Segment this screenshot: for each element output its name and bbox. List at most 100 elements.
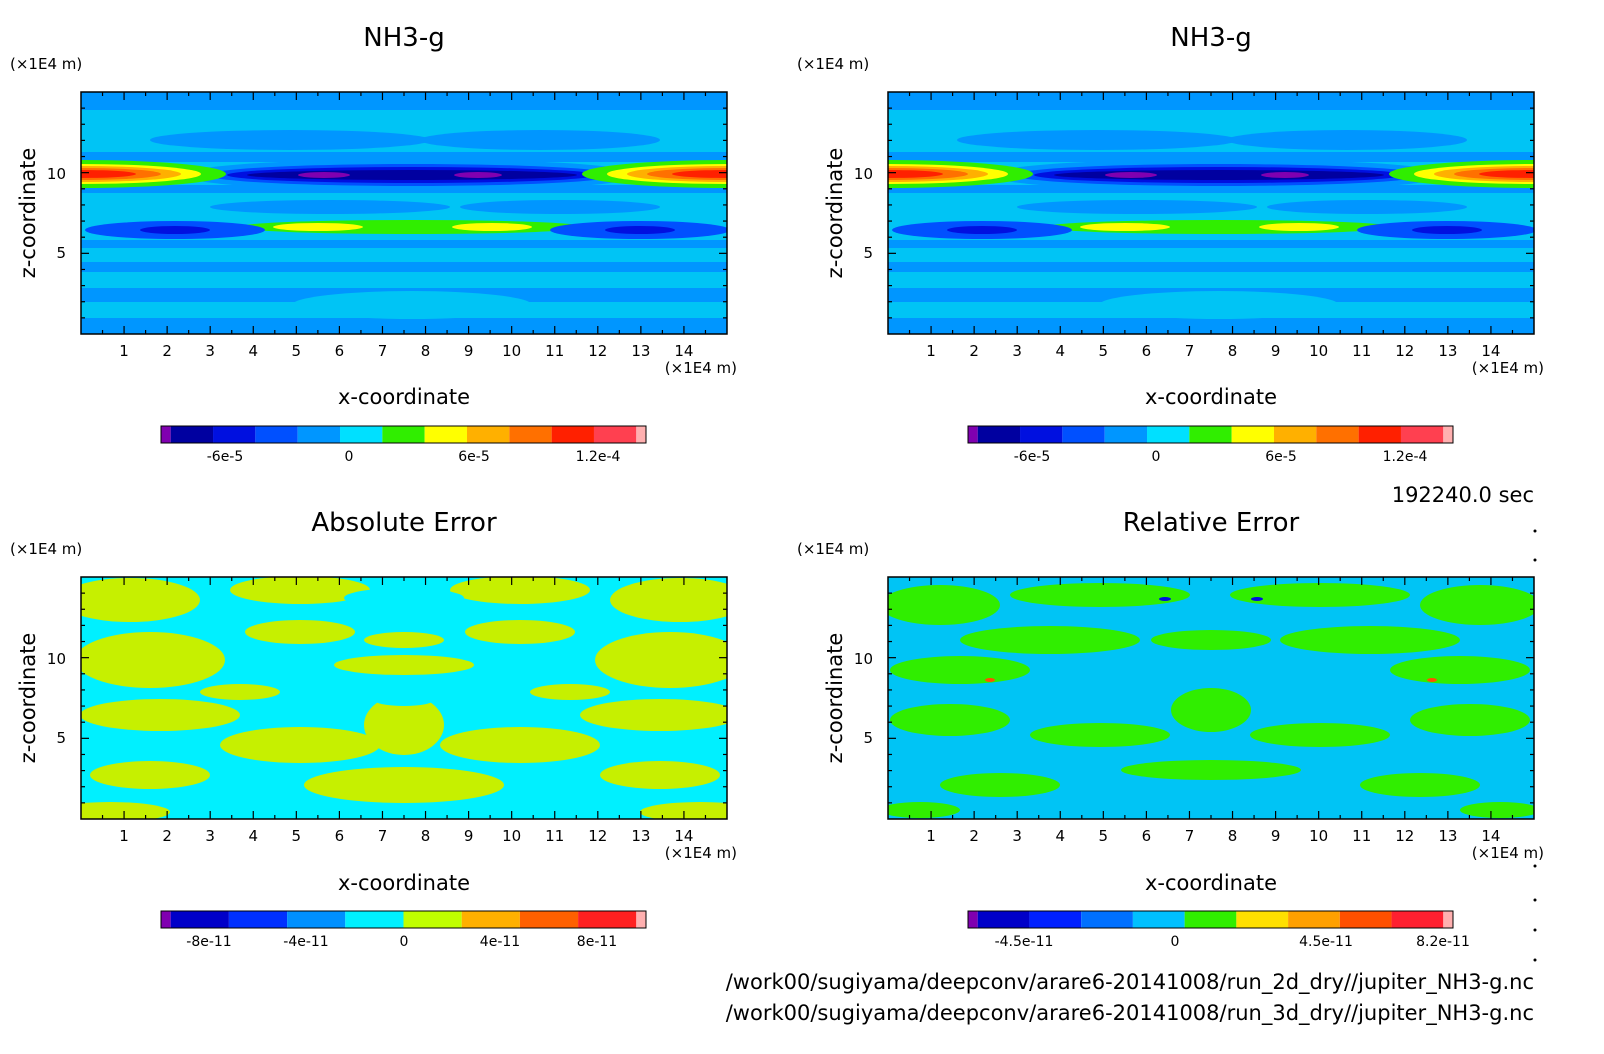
x-tick-label: 1 — [119, 827, 129, 845]
x-unit-label: (×1E4 m) — [1472, 359, 1544, 377]
colorbar-swatch — [1358, 426, 1401, 443]
x-unit-label: (×1E4 m) — [665, 359, 737, 377]
x-tick-label: 10 — [502, 342, 521, 360]
x-tick-label: 13 — [631, 342, 650, 360]
colorbar-tick-label: 0 — [400, 934, 409, 950]
colorbar-tick-label: -6e-5 — [1014, 449, 1051, 465]
colorbar-swatch — [1081, 911, 1133, 928]
y-tick-label: 5 — [863, 244, 873, 262]
colorbar-swatch — [578, 911, 637, 928]
colorbar-tick-label: 4e-11 — [480, 934, 520, 950]
colorbar-swatch — [1020, 426, 1063, 443]
colorbar-swatch — [1273, 426, 1317, 443]
colorbar-swatch — [551, 426, 594, 443]
colorbar-swatch — [213, 426, 256, 443]
y-unit-label: (×1E4 m) — [797, 540, 869, 558]
colorbar-swatch — [228, 911, 288, 928]
x-tick-label: 14 — [674, 342, 693, 360]
y-axis-label: z-coordinate — [16, 148, 40, 279]
colorbar-swatch — [636, 426, 646, 443]
panel-title: NH3-g — [363, 23, 444, 53]
colorbar-swatch — [161, 426, 171, 443]
y-axis-label: z-coordinate — [823, 633, 847, 764]
x-tick-label: 3 — [205, 827, 215, 845]
colorbar-swatch — [1062, 426, 1105, 443]
colorbar-swatch — [1391, 911, 1444, 928]
x-axis-label: x-coordinate — [338, 871, 470, 895]
file-path-line: /work00/sugiyama/deepconv/arare6-2014100… — [726, 1001, 1534, 1026]
x-tick-label: 13 — [1438, 827, 1457, 845]
y-tick-label: 5 — [56, 729, 66, 747]
panel-title: NH3-g — [1170, 23, 1251, 53]
x-tick-label: 7 — [1185, 827, 1195, 845]
x-unit-label: (×1E4 m) — [1472, 844, 1544, 862]
x-tick-label: 11 — [545, 342, 564, 360]
x-tick-label: 9 — [464, 827, 474, 845]
x-tick-label: 11 — [1352, 342, 1371, 360]
colorbar-swatch — [968, 426, 978, 443]
heatmap-field — [81, 92, 727, 334]
x-tick-label: 2 — [969, 342, 979, 360]
file-path-line: /work00/sugiyama/deepconv/arare6-2014100… — [726, 970, 1534, 995]
colorbar-swatch — [968, 911, 978, 928]
x-tick-label: 7 — [1185, 342, 1195, 360]
colorbar-swatch — [345, 911, 404, 928]
colorbar-swatch — [977, 426, 1021, 443]
x-tick-label: 4 — [248, 827, 258, 845]
x-tick-label: 12 — [588, 342, 607, 360]
colorbar-swatch — [461, 911, 520, 928]
colorbar-swatch — [1184, 911, 1237, 928]
x-unit-label: (×1E4 m) — [665, 844, 737, 862]
x-tick-label: 10 — [1309, 827, 1328, 845]
colorbar-swatch — [1236, 911, 1289, 928]
colorbar-swatch — [1132, 911, 1185, 928]
x-tick-label: 12 — [1395, 827, 1414, 845]
colorbar-swatch — [1443, 426, 1453, 443]
colorbar-tick-label: -8e-11 — [186, 934, 231, 950]
colorbar — [160, 910, 647, 929]
colorbar-swatch — [255, 426, 298, 443]
x-tick-label: 11 — [545, 827, 564, 845]
colorbar — [160, 425, 647, 444]
colorbar-tick-label: 6e-5 — [1265, 449, 1296, 465]
x-tick-label: 3 — [1012, 827, 1022, 845]
x-tick-label: 9 — [1271, 342, 1281, 360]
panel-title: Absolute Error — [311, 508, 497, 538]
colorbar-tick-label: 0 — [345, 449, 354, 465]
x-tick-label: 9 — [464, 342, 474, 360]
x-tick-label: 6 — [1142, 342, 1152, 360]
x-tick-label: 2 — [162, 342, 172, 360]
panel-title: Relative Error — [1123, 508, 1300, 538]
panel-absolute-error: Absolute Error (×1E4 m) — [10, 508, 737, 950]
colorbar-tick-label: 0 — [1171, 934, 1180, 950]
x-tick-label: 6 — [335, 342, 345, 360]
y-tick-label: 10 — [854, 165, 873, 183]
colorbar-swatch — [1339, 911, 1392, 928]
panel-nh3g-left: NH3-g (×1E4 m) — [10, 23, 737, 465]
colorbar-swatch — [1288, 911, 1340, 928]
x-ticks: 1 2 3 4 5 6 7 8 9 10 11 12 13 14 — [81, 577, 727, 845]
colorbar-swatch — [1029, 911, 1082, 928]
x-axis-label: x-coordinate — [1145, 871, 1277, 895]
colorbar-tick-label: 4.5e-11 — [1299, 934, 1353, 950]
colorbar-swatch — [1104, 426, 1148, 443]
y-tick-label: 10 — [47, 165, 66, 183]
colorbar-frame — [967, 910, 1454, 929]
x-axis-label: x-coordinate — [338, 385, 470, 409]
x-tick-label: 8 — [421, 342, 431, 360]
colorbar-swatch — [382, 426, 425, 443]
colorbar-swatch — [977, 911, 1030, 928]
panel-relative-error: Relative Error (×1E4 m) — [797, 508, 1544, 950]
x-tick-label: 8 — [1228, 827, 1238, 845]
x-tick-label: 13 — [631, 827, 650, 845]
x-tick-label: 11 — [1352, 827, 1371, 845]
x-tick-label: 2 — [969, 827, 979, 845]
colorbar-tick-label: 1.2e-4 — [1383, 449, 1428, 465]
y-unit-label: (×1E4 m) — [10, 55, 82, 73]
colorbar-swatch — [519, 911, 579, 928]
x-tick-label: 8 — [1228, 342, 1238, 360]
heatmap-field — [888, 92, 1534, 334]
x-tick-label: 5 — [292, 827, 302, 845]
colorbar-swatch — [1443, 911, 1453, 928]
colorbar-tick-label: 8e-11 — [577, 934, 617, 950]
